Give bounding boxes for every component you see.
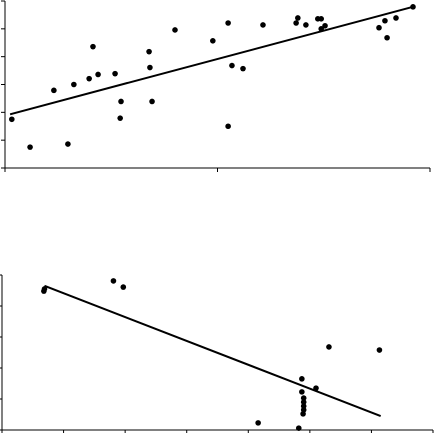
- point: [293, 20, 299, 26]
- point: [112, 70, 118, 77]
- point: [147, 64, 153, 71]
- point: [149, 98, 155, 105]
- point: [300, 395, 307, 401]
- point: [300, 411, 306, 417]
- point: [318, 16, 325, 22]
- point: [51, 87, 57, 94]
- point: [27, 144, 33, 150]
- point: [384, 34, 390, 41]
- point: [322, 22, 328, 29]
- point: [86, 75, 92, 82]
- point: [376, 347, 383, 353]
- point: [225, 20, 231, 26]
- point: [300, 399, 307, 405]
- point: [299, 376, 305, 382]
- point: [120, 284, 127, 290]
- point: [393, 15, 399, 21]
- point: [95, 71, 101, 78]
- point: [117, 115, 123, 121]
- point: [65, 141, 71, 147]
- point: [295, 425, 302, 431]
- point: [41, 286, 48, 292]
- point: [260, 22, 266, 28]
- trend-line: [9, 5, 414, 116]
- trend-line: [44, 284, 382, 417]
- point: [382, 17, 388, 24]
- point: [90, 43, 96, 50]
- point: [229, 62, 235, 69]
- point: [295, 15, 301, 21]
- point: [110, 278, 117, 284]
- point: [303, 22, 309, 28]
- point: [240, 65, 246, 72]
- point: [299, 389, 305, 395]
- point: [376, 24, 382, 31]
- point: [326, 344, 332, 350]
- point: [255, 420, 261, 426]
- point: [9, 116, 15, 123]
- point: [225, 123, 231, 130]
- point: [172, 27, 178, 33]
- point: [210, 38, 216, 44]
- point: [146, 48, 152, 55]
- point: [71, 81, 77, 88]
- point: [118, 98, 124, 105]
